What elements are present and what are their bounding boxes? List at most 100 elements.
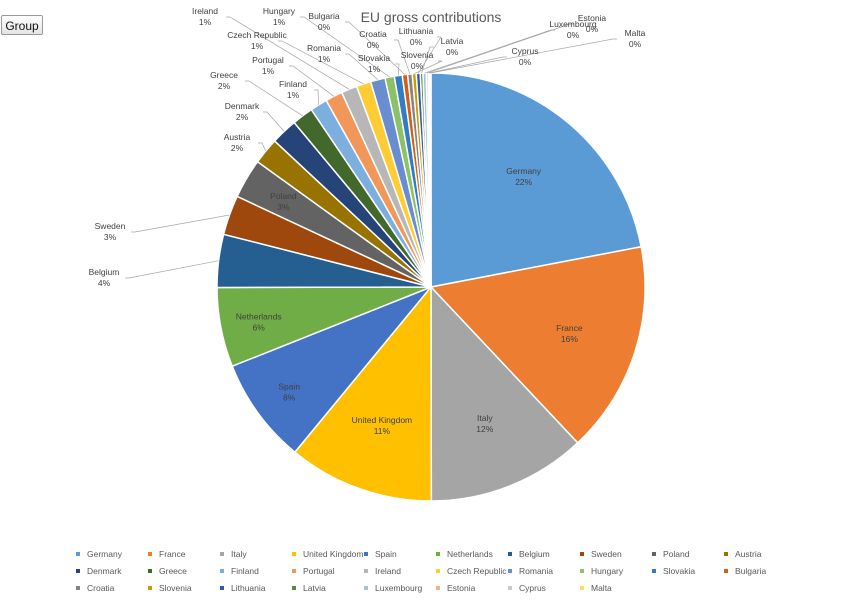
data-label-value-sweden: 3% [104, 232, 117, 242]
legend-item-spain: Spain [364, 549, 436, 559]
data-label-value-greece: 2% [218, 81, 231, 91]
legend-item-hungary: Hungary [580, 566, 652, 576]
legend-label: Ireland [375, 566, 401, 576]
legend-swatch [364, 586, 368, 590]
legend-item-austria: Austria [724, 549, 796, 559]
legend-item-slovakia: Slovakia [652, 566, 724, 576]
leader-line-malta [430, 38, 617, 74]
legend-item-latvia: Latvia [292, 583, 364, 593]
data-label-name-lithuania: Lithuania [399, 26, 434, 36]
legend-item-germany: Germany [76, 549, 148, 559]
data-label-value-latvia: 0% [446, 47, 459, 57]
data-label-name-slovakia: Slovakia [358, 53, 390, 63]
data-label-name-hungary: Hungary [263, 6, 296, 16]
legend-item-ireland: Ireland [364, 566, 436, 576]
data-label-value-romania: 1% [318, 54, 331, 64]
legend-label: Austria [735, 549, 762, 559]
legend-item-france: France [148, 549, 220, 559]
data-label-name-portugal: Portugal [252, 55, 284, 65]
leader-line-hungary [300, 16, 390, 78]
legend-swatch [292, 569, 296, 573]
leader-line-cyprus [429, 56, 507, 74]
data-label-name-spain: Spain [278, 381, 300, 391]
data-label-name-latvia: Latvia [441, 36, 464, 46]
legend-item-croatia: Croatia [76, 583, 148, 593]
legend-item-belgium: Belgium [508, 549, 580, 559]
legend-label: Latvia [303, 583, 326, 593]
legend-swatch [508, 586, 512, 590]
legend-swatch [220, 552, 224, 556]
legend-item-lithuania: Lithuania [220, 583, 292, 593]
data-label-value-finland: 1% [287, 90, 300, 100]
legend-swatch [652, 552, 656, 556]
legend-swatch [292, 586, 296, 590]
pie-slice-united-kingdom [293, 284, 433, 502]
legend-swatch [724, 552, 728, 556]
leader-line-austria [258, 142, 267, 152]
legend-swatch [724, 569, 728, 573]
legend-label: Netherlands [447, 549, 493, 559]
data-label-value-belgium: 4% [98, 278, 111, 288]
legend-label: Romania [519, 566, 554, 576]
pie-chart: EU gross contributions Germany22%France1… [89, 6, 646, 502]
legend-label: France [159, 549, 186, 559]
legend-label: Lithuania [231, 583, 266, 593]
legend-swatch [580, 552, 584, 556]
data-label-value-slovakia: 1% [368, 64, 381, 74]
data-label-name-romania: Romania [307, 43, 341, 53]
data-label-name-sweden: Sweden [95, 221, 126, 231]
leader-line-belgium [125, 260, 219, 279]
legend-swatch [76, 569, 80, 573]
legend-swatch [652, 569, 656, 573]
legend-swatch [220, 586, 224, 590]
group-button[interactable]: Group [1, 15, 43, 35]
data-label-value-portugal: 1% [262, 66, 275, 76]
legend-item-estonia: Estonia [436, 583, 508, 593]
leader-line-bulgaria [345, 21, 406, 75]
data-label-value-luxembourg: 0% [567, 30, 580, 40]
legend-swatch [148, 569, 152, 573]
data-label-name-ireland: Ireland [192, 6, 218, 16]
legend-item-malta: Malta [580, 583, 652, 593]
leader-line-croatia [394, 39, 411, 75]
data-label-name-germany: Germany [506, 166, 542, 176]
data-label-name-croatia: Croatia [359, 29, 387, 39]
data-label-value-austria: 2% [231, 143, 244, 153]
legend-item-slovenia: Slovenia [148, 583, 220, 593]
data-label-value-slovenia: 0% [411, 61, 424, 71]
data-label-value-croatia: 0% [367, 40, 380, 50]
data-label-value-germany: 22% [515, 177, 532, 187]
legend-item-luxembourg: Luxembourg [364, 583, 436, 593]
data-label-name-malta: Malta [625, 28, 646, 38]
leader-line-portugal [289, 65, 335, 97]
leader-line-slovakia [395, 63, 400, 76]
legend-item-italy: Italy [220, 549, 292, 559]
legend-item-czech-republic: Czech Republic [436, 566, 508, 576]
chart-title: EU gross contributions [361, 9, 502, 25]
legend-label: Malta [591, 583, 612, 593]
legend-item-cyprus: Cyprus [508, 583, 580, 593]
legend-label: Luxembourg [375, 583, 423, 593]
data-label-value-czech-republic: 1% [251, 41, 264, 51]
leader-line-ireland [226, 16, 350, 90]
legend-item-netherlands: Netherlands [436, 549, 508, 559]
data-label-name-belgium: Belgium [89, 267, 120, 277]
leader-line-denmark [263, 111, 285, 132]
legend-item-sweden: Sweden [580, 549, 652, 559]
data-label-value-italy: 12% [476, 424, 493, 434]
leader-line-latvia [421, 46, 434, 74]
data-label-name-bulgaria: Bulgaria [308, 11, 339, 21]
legend-label: Italy [231, 549, 247, 559]
leader-line-estonia [427, 23, 574, 74]
data-label-value-bulgaria: 0% [318, 22, 331, 32]
data-label-value-denmark: 2% [236, 112, 249, 122]
legend-label: United Kingdom [303, 549, 364, 559]
legend-swatch [148, 552, 152, 556]
leader-line-slovenia [414, 60, 443, 75]
legend-swatch [508, 552, 512, 556]
leader-line-lithuania [417, 36, 442, 74]
data-label-value-ireland: 1% [199, 17, 212, 27]
legend-item-poland: Poland [652, 549, 724, 559]
legend-swatch [508, 569, 512, 573]
legend-label: Czech Republic [447, 566, 507, 576]
